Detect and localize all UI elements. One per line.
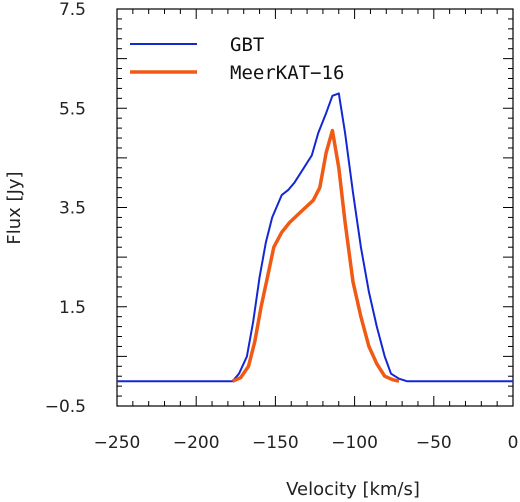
tick-labels: −250 −200 −150 −100 −50 0 −0.5 1.5 3.5 5.5 7.5 — [45, 0, 519, 453]
x-tick-label: −200 — [173, 433, 220, 453]
legend-label-gbt: GBT — [230, 34, 264, 56]
axis-ticks — [116, 8, 514, 407]
y-axis-label: Flux [Jy] — [4, 171, 25, 244]
y-tick-label: 1.5 — [59, 298, 86, 318]
y-tick-label: 3.5 — [59, 199, 86, 219]
x-tick-label: −50 — [416, 433, 452, 453]
y-tick-label: 7.5 — [59, 0, 86, 20]
meerkat16-line — [231, 128, 400, 383]
x-tick-label: 0 — [508, 433, 519, 453]
x-axis-label: Velocity [km/s] — [286, 479, 420, 500]
y-tick-label: 5.5 — [59, 99, 86, 119]
x-tick-label: −100 — [331, 433, 378, 453]
legend-label-meerkat16: MeerKAT−16 — [230, 62, 344, 84]
y-tick-label: −0.5 — [45, 397, 86, 417]
gbt-line — [117, 92, 513, 383]
legend: GBT MeerKAT−16 — [130, 34, 344, 84]
series-layer — [117, 92, 513, 383]
x-tick-label: −250 — [94, 433, 141, 453]
x-tick-label: −150 — [252, 433, 299, 453]
